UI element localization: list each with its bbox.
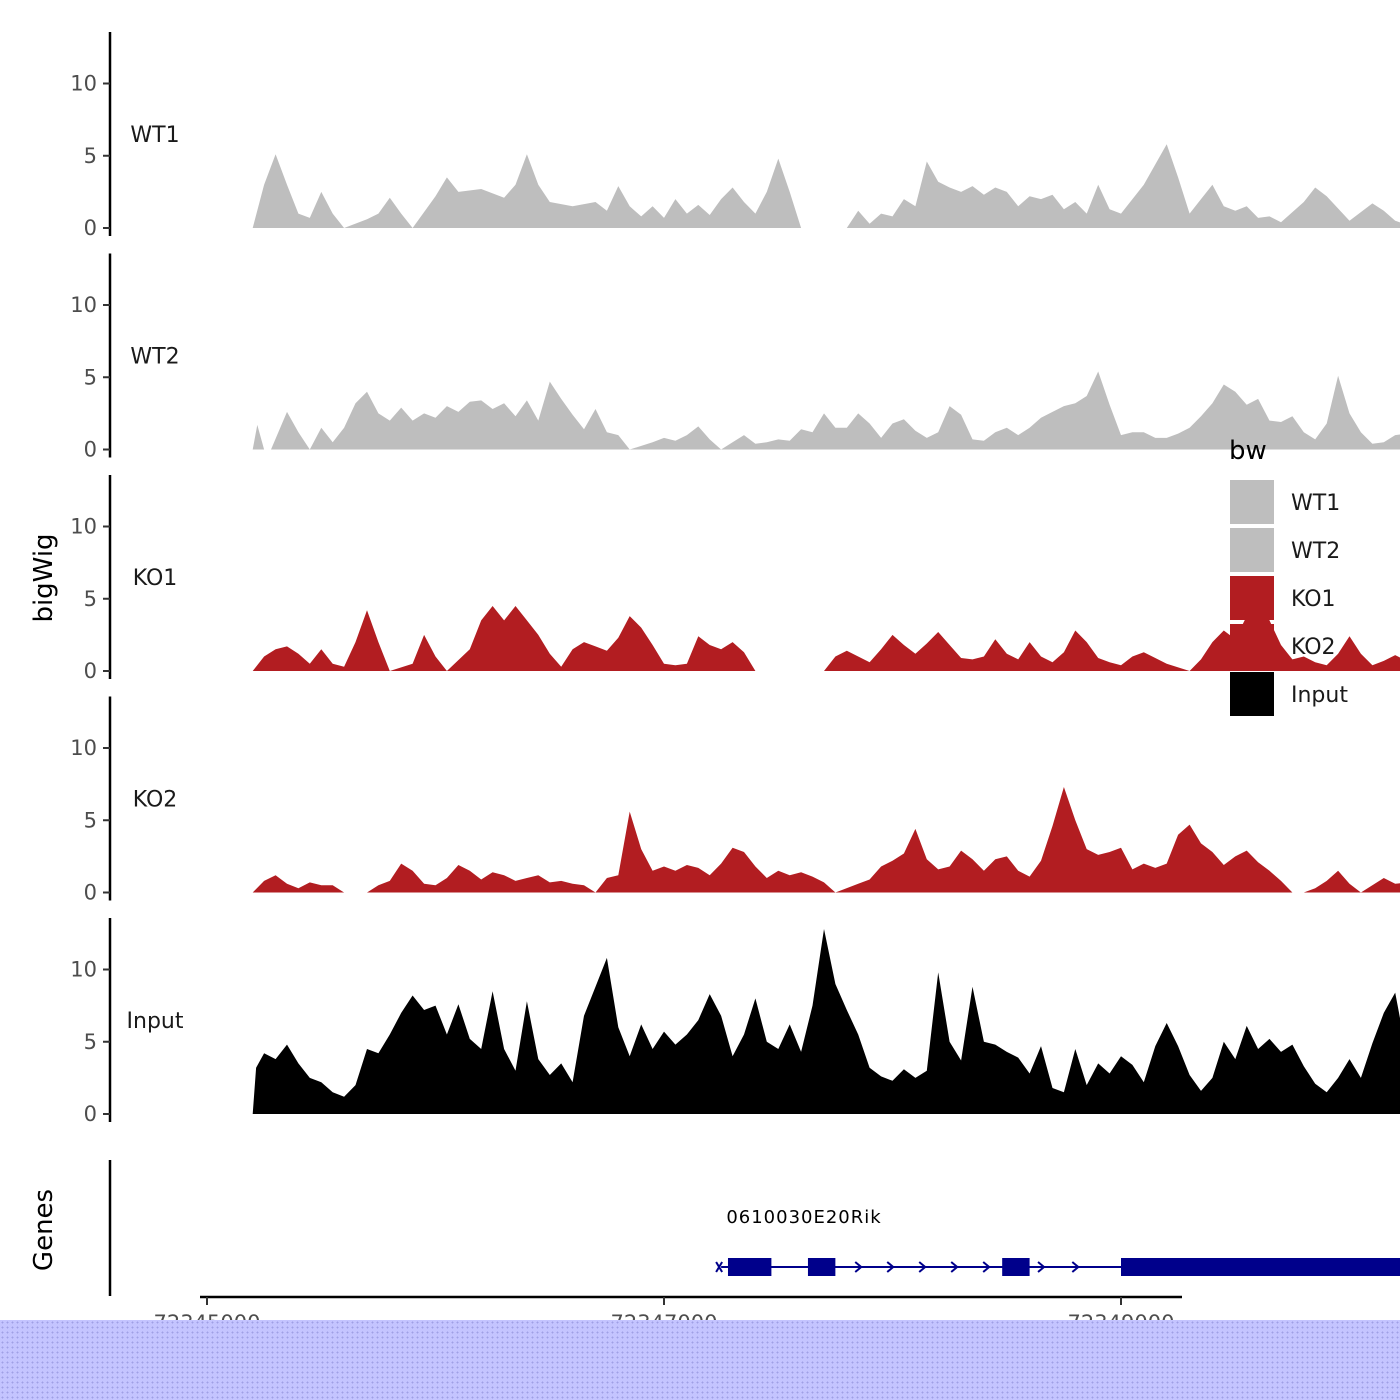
y-tick-label: 0 bbox=[84, 216, 97, 240]
strand-arrow bbox=[886, 1261, 895, 1273]
legend-entry-label: KO1 bbox=[1291, 587, 1336, 612]
y-tick-label: 0 bbox=[84, 1102, 97, 1126]
y-tick-label: 0 bbox=[84, 881, 97, 905]
legend-swatch bbox=[1230, 576, 1274, 620]
legend-entry-label: WT1 bbox=[1291, 491, 1340, 516]
y-tick-label: 5 bbox=[84, 808, 97, 832]
y-tick-label: 10 bbox=[70, 958, 97, 982]
tracks-group: 0 5 10 WT1 0 5 10 WT2 0 5 10 KO1 0 5 10 KO2 0 5 10 Input bbox=[70, 32, 1400, 1126]
coverage-area-wt1 bbox=[252, 144, 1400, 228]
strand-arrow bbox=[950, 1261, 959, 1273]
gene-start-mark bbox=[715, 1261, 723, 1273]
gene-exon bbox=[727, 1258, 772, 1276]
legend-entry-label: Input bbox=[1291, 683, 1348, 708]
gene-label: 0610030E20Rik bbox=[726, 1207, 881, 1228]
y-tick-label: 5 bbox=[84, 587, 97, 611]
coverage-area-wt2 bbox=[252, 371, 1400, 450]
y-tick-label: 5 bbox=[84, 1030, 97, 1054]
y-tick-label: 10 bbox=[70, 736, 97, 760]
coverage-area-input bbox=[252, 929, 1400, 1114]
legend: bw WT1 WT2 KO1 KO2 Input bbox=[1229, 436, 1348, 716]
gene-exon bbox=[1002, 1258, 1030, 1276]
y-tick-label: 10 bbox=[70, 72, 97, 96]
legend-title: bw bbox=[1229, 436, 1267, 466]
coverage-area-ko2 bbox=[252, 787, 1400, 893]
track-wt1: 0 5 10 WT1 bbox=[70, 32, 1400, 240]
y-tick-label: 0 bbox=[84, 438, 97, 462]
track-ko2: 0 5 10 KO2 bbox=[70, 696, 1400, 905]
legend-entry-label: WT2 bbox=[1291, 539, 1340, 564]
y-tick-label: 5 bbox=[84, 365, 97, 389]
track-label: KO1 bbox=[133, 566, 178, 591]
track-label: WT2 bbox=[130, 345, 179, 370]
genes-track: 0610030E20Rik bbox=[108, 1160, 1400, 1296]
dotted-selection-overlay bbox=[0, 1320, 1400, 1400]
legend-swatch bbox=[1230, 624, 1274, 668]
coverage-area-ko1 bbox=[252, 601, 1400, 671]
gene-exon bbox=[807, 1258, 836, 1276]
legend-swatch bbox=[1230, 672, 1274, 716]
track-ko1: 0 5 10 KO1 bbox=[70, 475, 1400, 683]
strand-arrow bbox=[918, 1261, 927, 1273]
track-wt2: 0 5 10 WT2 bbox=[70, 253, 1400, 462]
legend-swatch bbox=[1230, 528, 1274, 572]
y-tick-label: 10 bbox=[70, 515, 97, 539]
y-axis-title: bigWig bbox=[29, 533, 59, 622]
track-input: 0 5 10 Input bbox=[70, 918, 1400, 1126]
gene-exon bbox=[1121, 1258, 1400, 1276]
legend-swatch bbox=[1230, 480, 1274, 524]
strand-arrow bbox=[1071, 1261, 1080, 1273]
strand-arrow bbox=[1037, 1261, 1046, 1273]
genes-axis-title: Genes bbox=[29, 1189, 59, 1271]
track-label: WT1 bbox=[130, 123, 179, 148]
strand-arrow bbox=[982, 1261, 991, 1273]
legend-entry-label: KO2 bbox=[1291, 635, 1336, 660]
track-label: Input bbox=[127, 1009, 184, 1034]
track-label: KO2 bbox=[133, 788, 178, 813]
y-tick-label: 10 bbox=[70, 293, 97, 317]
y-tick-label: 0 bbox=[84, 659, 97, 683]
y-tick-label: 5 bbox=[84, 144, 97, 168]
strand-arrow bbox=[854, 1261, 863, 1273]
